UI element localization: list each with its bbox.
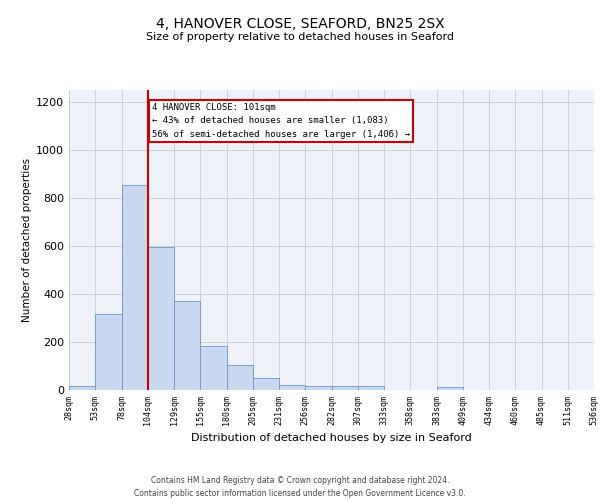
Bar (200, 346, 227, 390)
Bar (174, 301, 200, 390)
Bar (437, 387, 463, 390)
Bar (279, 384, 305, 390)
Bar (95, 314, 121, 390)
X-axis label: Distribution of detached houses by size in Seaford: Distribution of detached houses by size … (191, 433, 472, 443)
Text: Contains HM Land Registry data © Crown copyright and database right 2024.
Contai: Contains HM Land Registry data © Crown c… (134, 476, 466, 498)
Bar (358, 386, 384, 390)
Bar (148, 247, 174, 390)
Text: 4, HANOVER CLOSE, SEAFORD, BN25 2SX: 4, HANOVER CLOSE, SEAFORD, BN25 2SX (155, 18, 445, 32)
Text: Size of property relative to detached houses in Seaford: Size of property relative to detached ho… (146, 32, 454, 42)
Y-axis label: Number of detached properties: Number of detached properties (22, 158, 32, 322)
Bar (69, 386, 95, 390)
Bar (305, 386, 331, 390)
Bar (121, 185, 148, 390)
Bar (331, 386, 358, 390)
Text: 4 HANOVER CLOSE: 101sqm
← 43% of detached houses are smaller (1,083)
56% of semi: 4 HANOVER CLOSE: 101sqm ← 43% of detache… (152, 103, 410, 138)
Bar (253, 378, 279, 390)
Bar (227, 365, 253, 390)
